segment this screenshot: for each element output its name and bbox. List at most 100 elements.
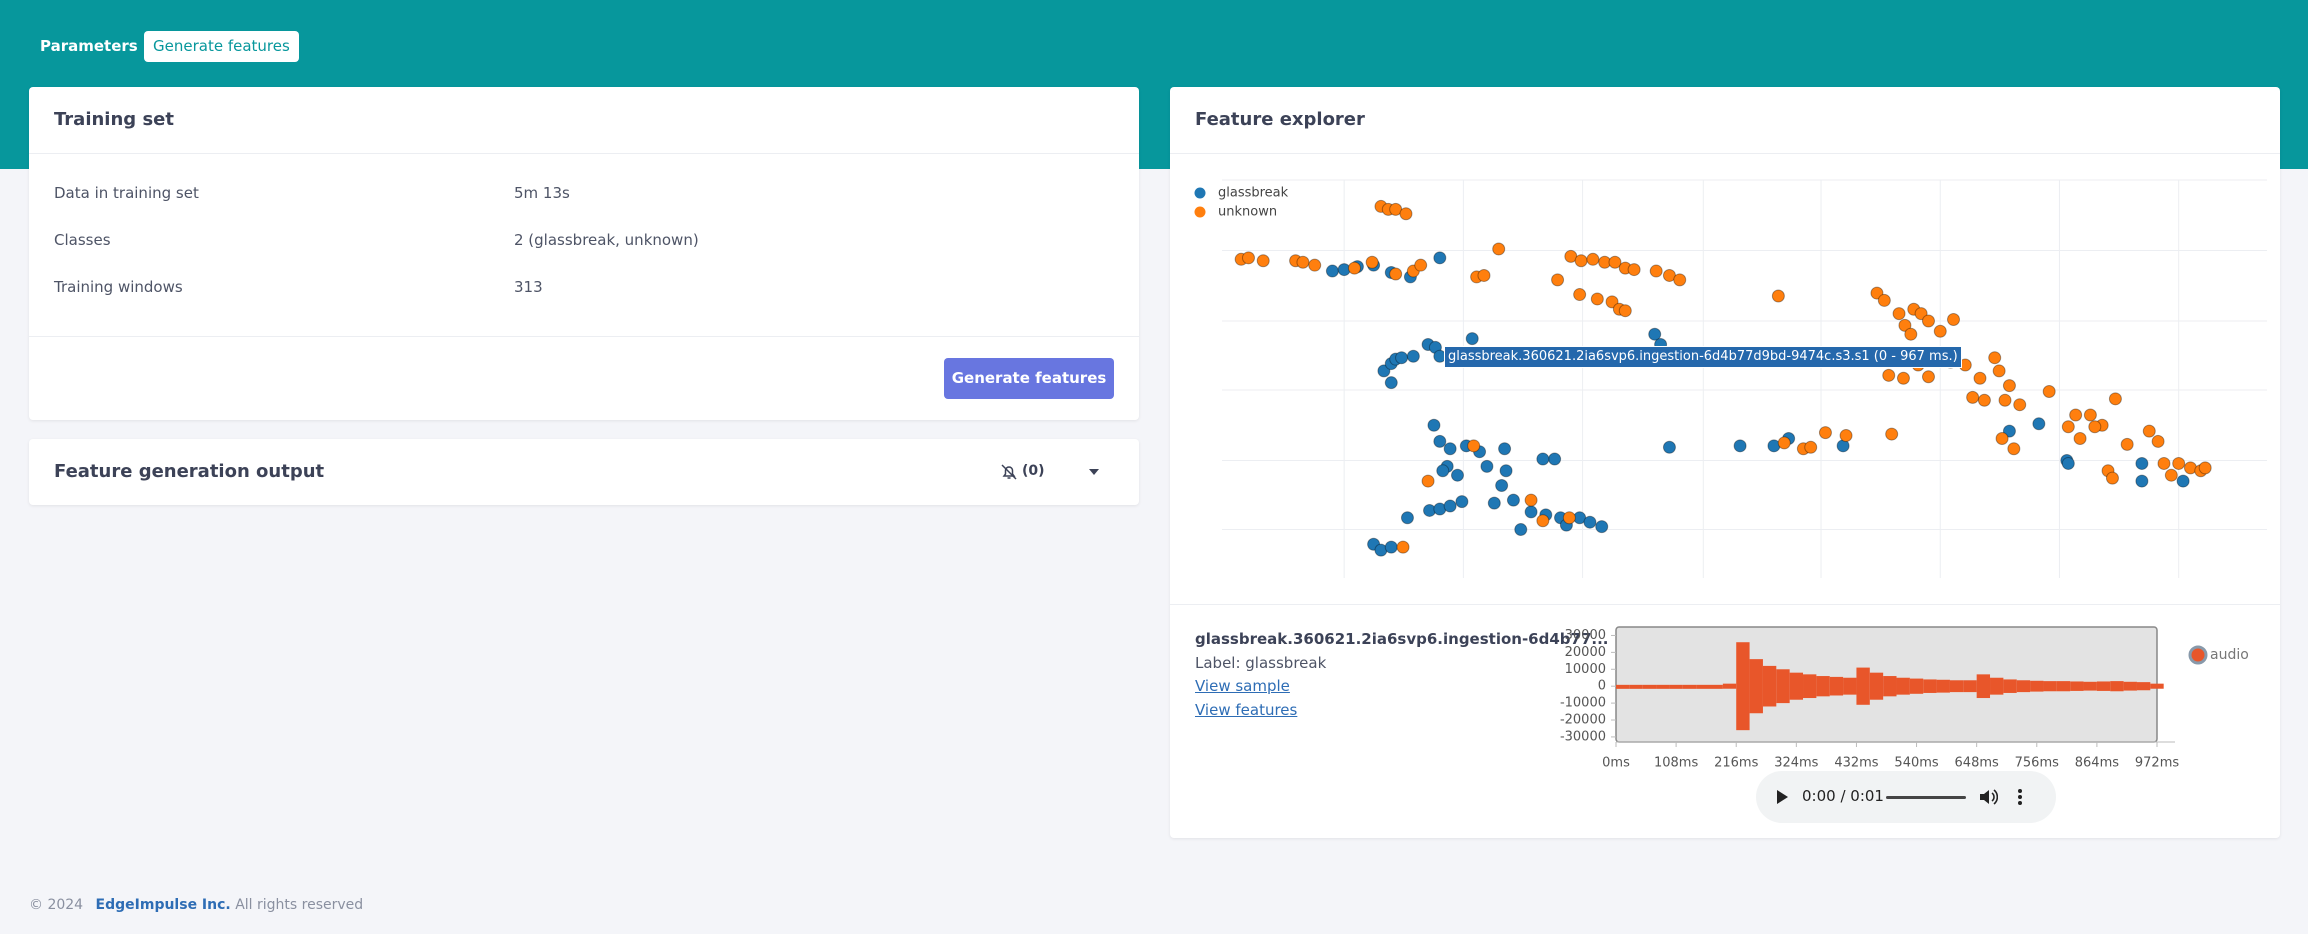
point bbox=[1241, 251, 1255, 265]
wave-segment bbox=[1923, 679, 1937, 693]
point bbox=[1673, 273, 1687, 287]
point bbox=[1421, 474, 1435, 488]
point bbox=[1536, 452, 1550, 466]
point bbox=[1399, 207, 1413, 221]
point bbox=[2120, 437, 2134, 451]
point bbox=[1988, 351, 2002, 365]
wave-segment bbox=[1936, 679, 1950, 693]
row-value: 313 bbox=[514, 278, 543, 296]
wave-segment bbox=[2110, 681, 2124, 692]
progress-bar[interactable] bbox=[1886, 796, 1966, 799]
legend-label: unknown bbox=[1218, 205, 1277, 220]
wave-segment bbox=[2083, 681, 2097, 691]
menu-icon[interactable] bbox=[2016, 787, 2024, 807]
company-link[interactable]: EdgeImpulse Inc. bbox=[95, 897, 231, 913]
bell-off-icon[interactable] bbox=[1000, 463, 1018, 481]
point bbox=[1590, 292, 1604, 306]
notification-count: (0) bbox=[1022, 463, 1045, 479]
row-label: Classes bbox=[54, 231, 111, 249]
wave-segment bbox=[1709, 684, 1723, 689]
divider bbox=[1170, 604, 2280, 605]
point bbox=[2176, 474, 2190, 488]
point bbox=[1649, 264, 1663, 278]
point bbox=[2151, 434, 2165, 448]
point bbox=[1804, 440, 1818, 454]
card-title: Training set bbox=[54, 109, 174, 130]
point bbox=[1414, 258, 1428, 272]
point bbox=[1921, 314, 1935, 328]
x-tick-label: 864ms bbox=[2075, 756, 2119, 771]
audio-player: 0:00 / 0:01 bbox=[1756, 771, 2056, 823]
y-tick-label: -20000 bbox=[1560, 713, 1606, 728]
legend-marker bbox=[2188, 645, 2208, 665]
wave-segment bbox=[2043, 681, 2057, 692]
point bbox=[1467, 439, 1481, 453]
legend-label: audio bbox=[2210, 647, 2249, 663]
card-title: Feature generation output bbox=[54, 461, 325, 482]
point bbox=[1583, 515, 1597, 529]
point bbox=[1885, 427, 1899, 441]
divider bbox=[29, 336, 1139, 337]
y-tick-label: 0 bbox=[1598, 679, 1606, 694]
point bbox=[1627, 263, 1641, 277]
generate-button[interactable]: Generate features bbox=[944, 358, 1114, 399]
point bbox=[2069, 408, 2083, 422]
point bbox=[1574, 254, 1588, 268]
wave-segment bbox=[1722, 683, 1737, 689]
wave-segment bbox=[1762, 665, 1777, 707]
tab[interactable]: Parameters bbox=[40, 37, 138, 55]
point bbox=[1308, 258, 1322, 272]
volume-icon[interactable] bbox=[1978, 787, 1998, 807]
point bbox=[1977, 393, 1991, 407]
link[interactable]: View features bbox=[1195, 701, 1298, 719]
wave-segment bbox=[1949, 680, 1964, 693]
point bbox=[1325, 264, 1339, 278]
point bbox=[1648, 327, 1662, 341]
wave-segment bbox=[1749, 659, 1763, 714]
caret-icon[interactable] bbox=[1088, 467, 1100, 477]
y-tick-label: -10000 bbox=[1560, 696, 1606, 711]
point bbox=[1455, 495, 1469, 509]
point bbox=[1777, 436, 1791, 450]
wave-segment bbox=[2030, 680, 2044, 692]
point bbox=[2142, 424, 2156, 438]
sample-label: Label: glassbreak bbox=[1195, 654, 1327, 672]
link[interactable]: View sample bbox=[1195, 677, 1290, 695]
point bbox=[1904, 327, 1918, 341]
wave-segment bbox=[1909, 678, 1924, 694]
output-card: Feature generation output (0) bbox=[29, 439, 1139, 505]
play-icon[interactable] bbox=[1774, 789, 1790, 805]
wave-segment bbox=[1682, 684, 1697, 689]
wave-segment bbox=[2070, 681, 2084, 691]
point bbox=[1662, 268, 1676, 282]
point bbox=[1618, 304, 1632, 318]
point bbox=[1870, 286, 1884, 300]
point bbox=[1296, 255, 1310, 269]
point bbox=[1498, 442, 1512, 456]
point bbox=[2002, 424, 2016, 438]
tab-active[interactable]: Generate features bbox=[144, 31, 299, 62]
point bbox=[2105, 471, 2119, 485]
x-tick-label: 540ms bbox=[1894, 756, 1938, 771]
wave-segment bbox=[1803, 674, 1817, 699]
wave-segment bbox=[1963, 680, 1977, 693]
point bbox=[1377, 364, 1391, 378]
point bbox=[1443, 442, 1457, 456]
wave-segment bbox=[1696, 684, 1710, 689]
wave-segment bbox=[2056, 681, 2071, 692]
point bbox=[2042, 384, 2056, 398]
point bbox=[1973, 371, 1987, 385]
point bbox=[1514, 523, 1528, 537]
wave-segment bbox=[1776, 669, 1790, 704]
point bbox=[1882, 368, 1896, 382]
point bbox=[1586, 252, 1600, 266]
wave-segment bbox=[1843, 677, 1857, 695]
sample-title: glassbreak.360621.2ia6svp6.ingestion-6d4… bbox=[1195, 630, 1609, 648]
point bbox=[1406, 349, 1420, 363]
wave-segment bbox=[2096, 681, 2111, 691]
point bbox=[2157, 456, 2171, 470]
x-tick-label: 648ms bbox=[1955, 756, 1999, 771]
point bbox=[2002, 379, 2016, 393]
point bbox=[1947, 313, 1960, 327]
